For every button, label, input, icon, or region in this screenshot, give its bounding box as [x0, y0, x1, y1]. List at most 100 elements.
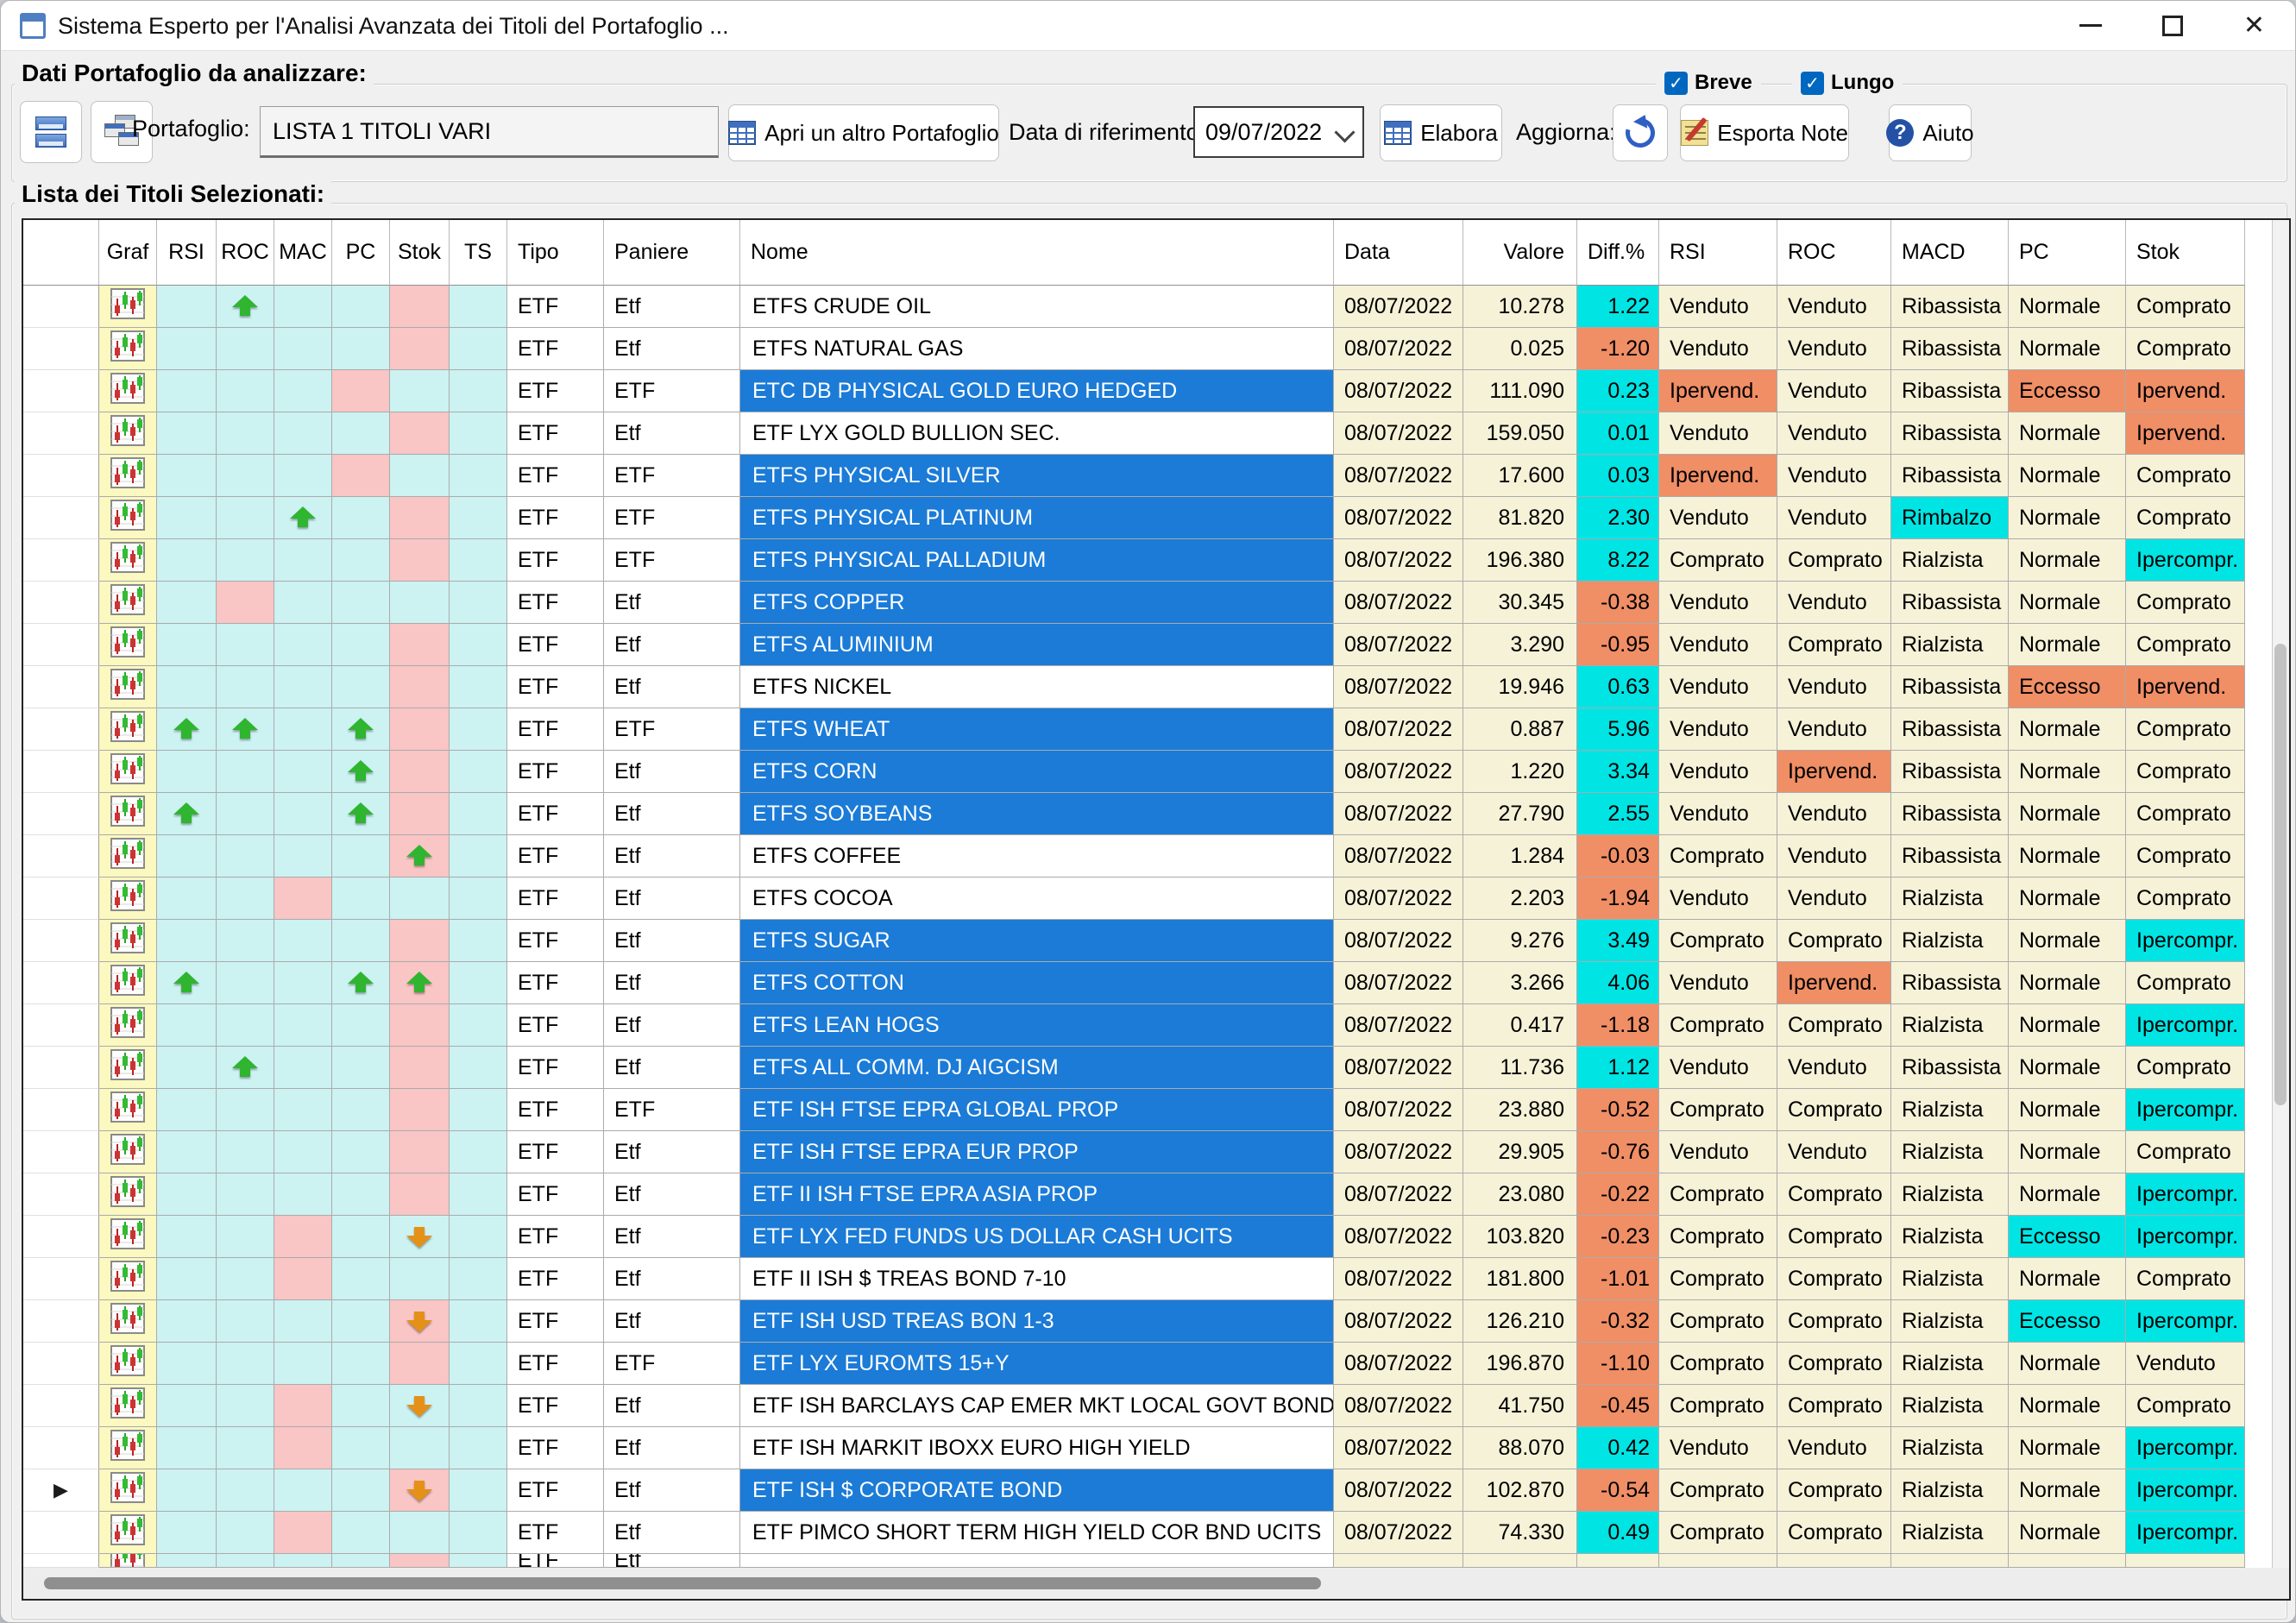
- indicator-cell-roc[interactable]: [217, 582, 274, 624]
- process-button[interactable]: Elabora: [1380, 104, 1502, 161]
- indicator-cell-ts[interactable]: [450, 286, 507, 328]
- cell-macd-signal[interactable]: Rimbalzo: [1891, 497, 2009, 539]
- indicator-cell-stok[interactable]: [390, 1004, 450, 1047]
- indicator-cell-roc[interactable]: [217, 412, 274, 455]
- table-row[interactable]: ETFEtfETFS NATURAL GAS08/07/20220.025-1.…: [23, 328, 2289, 370]
- candlestick-chart-icon[interactable]: [110, 1049, 145, 1086]
- cell-pc-signal[interactable]: Normale: [2009, 412, 2126, 455]
- cell-rsi-signal[interactable]: Venduto: [1659, 666, 1777, 708]
- cell-pc-signal[interactable]: Eccesso: [2009, 666, 2126, 708]
- candlestick-chart-icon[interactable]: [110, 1430, 145, 1467]
- cell-rsi-signal[interactable]: Venduto: [1659, 708, 1777, 751]
- cell-paniere[interactable]: Etf: [604, 582, 740, 624]
- indicator-cell-roc[interactable]: [217, 370, 274, 412]
- candlestick-chart-icon[interactable]: [110, 1134, 145, 1171]
- cell-macd-signal[interactable]: Ribassista: [1891, 328, 2009, 370]
- cell-pc-signal[interactable]: Normale: [2009, 582, 2126, 624]
- cell-diff-percent[interactable]: -1.94: [1577, 878, 1659, 920]
- indicator-cell-stok[interactable]: [390, 1258, 450, 1300]
- indicator-cell-rsi[interactable]: [157, 751, 217, 793]
- indicator-cell-ts[interactable]: [450, 1216, 507, 1258]
- indicator-cell-rsi[interactable]: [157, 666, 217, 708]
- cell-valore[interactable]: 196.380: [1463, 539, 1577, 582]
- cell-diff-percent[interactable]: -0.45: [1577, 1385, 1659, 1427]
- cell-nome[interactable]: ETFS COTTON: [740, 962, 1334, 1004]
- indicator-cell-ts[interactable]: [450, 539, 507, 582]
- row-selector[interactable]: [23, 666, 99, 708]
- cell-paniere[interactable]: Etf: [604, 1131, 740, 1173]
- cell-diff-percent[interactable]: 2.30: [1577, 497, 1659, 539]
- indicator-cell-mac[interactable]: [274, 1343, 332, 1385]
- indicator-cell-mac[interactable]: [274, 1469, 332, 1512]
- cell-data[interactable]: 08/07/2022: [1334, 920, 1463, 962]
- indicator-cell-roc[interactable]: [217, 1258, 274, 1300]
- cell-data[interactable]: 08/07/2022: [1334, 286, 1463, 328]
- cell-diff-percent[interactable]: -1.01: [1577, 1258, 1659, 1300]
- cell-diff-percent[interactable]: 0.42: [1577, 1427, 1659, 1469]
- cell-valore[interactable]: 10.278: [1463, 286, 1577, 328]
- row-selector[interactable]: [23, 920, 99, 962]
- maximize-button[interactable]: [2131, 1, 2213, 50]
- cell-rsi-signal[interactable]: Venduto: [1659, 751, 1777, 793]
- cell-macd-signal[interactable]: Rialzista: [1891, 1089, 2009, 1131]
- minimize-button[interactable]: [2049, 1, 2131, 50]
- indicator-cell-stok[interactable]: [390, 1173, 450, 1216]
- checkbox-lungo[interactable]: ✓ Lungo: [1792, 68, 1903, 98]
- cell-valore[interactable]: 88.070: [1463, 1427, 1577, 1469]
- cell-stok-signal[interactable]: Ipercompr.: [2126, 1004, 2245, 1047]
- cell-rsi-signal[interactable]: Ipervend.: [1659, 370, 1777, 412]
- indicator-cell-pc[interactable]: [332, 455, 390, 497]
- cell-diff-percent[interactable]: -0.76: [1577, 1131, 1659, 1173]
- indicator-cell-pc[interactable]: [332, 1258, 390, 1300]
- cell-nome[interactable]: ETF ISH $ CORPORATE BOND: [740, 1469, 1334, 1512]
- indicator-cell-roc[interactable]: [217, 1089, 274, 1131]
- cell-roc-signal[interactable]: Venduto: [1777, 455, 1891, 497]
- candlestick-chart-icon[interactable]: [110, 1218, 145, 1255]
- indicator-cell-mac[interactable]: [274, 666, 332, 708]
- indicator-cell-roc[interactable]: [217, 497, 274, 539]
- cell-tipo[interactable]: ETF: [507, 455, 604, 497]
- cell-rsi-signal[interactable]: Venduto: [1659, 582, 1777, 624]
- candlestick-chart-icon[interactable]: [110, 1091, 145, 1129]
- cell-nome[interactable]: ETF II ISH $ TREAS BOND 7-10: [740, 1258, 1334, 1300]
- indicator-cell-stok[interactable]: [390, 1385, 450, 1427]
- cell-diff-percent[interactable]: -0.03: [1577, 835, 1659, 878]
- chart-button-cell[interactable]: [99, 1216, 157, 1258]
- indicator-cell-pc[interactable]: [332, 1469, 390, 1512]
- refresh-button[interactable]: [1613, 104, 1668, 161]
- cell-rsi-signal[interactable]: Comprato: [1659, 1216, 1777, 1258]
- cell-data[interactable]: 08/07/2022: [1334, 708, 1463, 751]
- table-row[interactable]: ETFEtfETFS SUGAR08/07/20229.2763.49Compr…: [23, 920, 2289, 962]
- indicator-cell-roc[interactable]: [217, 539, 274, 582]
- cell-pc-signal[interactable]: Normale: [2009, 624, 2126, 666]
- cell-roc-signal[interactable]: Comprato: [1777, 1512, 1891, 1554]
- cell-data[interactable]: 08/07/2022: [1334, 1469, 1463, 1512]
- cell-rsi-signal[interactable]: Comprato: [1659, 1512, 1777, 1554]
- indicator-cell-mac[interactable]: [274, 1216, 332, 1258]
- cell-valore[interactable]: 0.417: [1463, 1004, 1577, 1047]
- indicator-cell-rsi[interactable]: [157, 1385, 217, 1427]
- cell-stok-signal[interactable]: Comprato: [2126, 793, 2245, 835]
- cell-paniere[interactable]: Etf: [604, 1385, 740, 1427]
- indicator-cell-roc[interactable]: [217, 1385, 274, 1427]
- chart-button-cell[interactable]: [99, 1427, 157, 1469]
- row-selector[interactable]: [23, 1300, 99, 1343]
- indicator-cell-pc[interactable]: [332, 286, 390, 328]
- indicator-cell-stok[interactable]: [390, 751, 450, 793]
- cell-nome[interactable]: ETFS SUGAR: [740, 920, 1334, 962]
- cell-data[interactable]: 08/07/2022: [1334, 793, 1463, 835]
- cell-pc-signal[interactable]: Eccesso: [2009, 1216, 2126, 1258]
- indicator-cell-mac[interactable]: [274, 412, 332, 455]
- cell-tipo[interactable]: ETF: [507, 962, 604, 1004]
- cell-stok-signal[interactable]: Ipercompr.: [2126, 920, 2245, 962]
- cell-stok-signal[interactable]: Ipervend.: [2126, 370, 2245, 412]
- cell-nome[interactable]: ETFS SOYBEANS: [740, 793, 1334, 835]
- cell-data[interactable]: 08/07/2022: [1334, 1258, 1463, 1300]
- cell-diff-percent[interactable]: -1.18: [1577, 1004, 1659, 1047]
- cell-rsi-signal[interactable]: [1659, 1554, 1777, 1568]
- cell-stok-signal[interactable]: Ipercompr.: [2126, 1173, 2245, 1216]
- row-selector[interactable]: [23, 370, 99, 412]
- indicator-cell-mac[interactable]: [274, 1173, 332, 1216]
- indicator-cell-ts[interactable]: [450, 1089, 507, 1131]
- cell-macd-signal[interactable]: Rialzista: [1891, 1131, 2009, 1173]
